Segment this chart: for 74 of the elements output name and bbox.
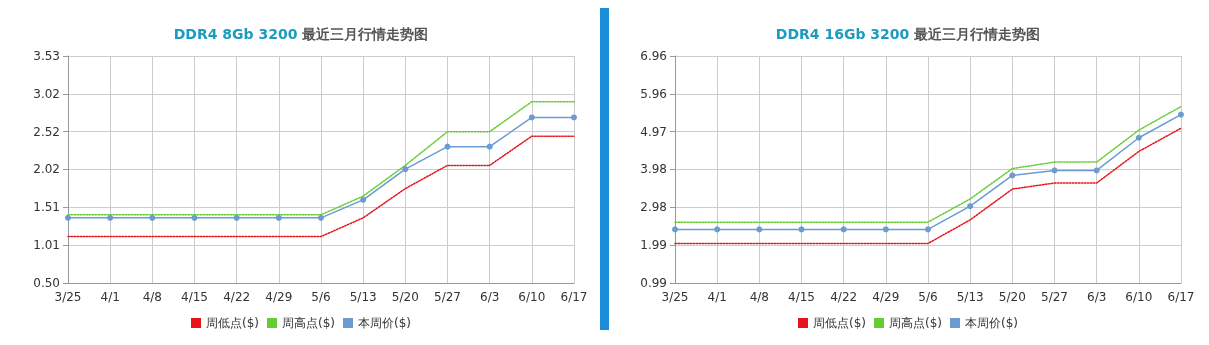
point (191, 214, 198, 221)
point (1009, 172, 1016, 179)
y-tick-label: 1.01 (33, 237, 60, 252)
x-tick-label: 6/10 (518, 290, 546, 304)
point (528, 114, 535, 121)
point (756, 226, 763, 233)
x-tick-label: 6/3 (480, 290, 500, 304)
x-tick-label: 5/6 (918, 290, 938, 304)
x-tick-label: 5/20 (391, 290, 419, 304)
x-tick-label: 4/22 (830, 290, 858, 304)
legend-label: 本周价($) (358, 316, 411, 330)
x-tick-label: 5/13 (349, 290, 377, 304)
y-tick-label: 2.52 (33, 124, 60, 139)
y-tick-label: 2.02 (33, 162, 60, 177)
point (882, 226, 889, 233)
y-tick-label: 3.53 (33, 49, 60, 63)
point (486, 143, 493, 150)
point (318, 214, 324, 221)
point (1051, 167, 1058, 174)
legend-label: 本周价($) (964, 316, 1018, 330)
x-tick-label: 6/17 (560, 290, 588, 304)
x-tick-label: 5/27 (1040, 290, 1068, 304)
y-tick-label: 0.50 (33, 276, 60, 290)
x-tick-label: 4/1 (707, 290, 727, 304)
point (107, 214, 114, 221)
line-series (67, 135, 575, 238)
y-tick-label: 0.99 (640, 276, 667, 290)
point (402, 166, 409, 173)
x-tick-label: 4/15 (787, 290, 815, 304)
y-tick-label: 6.96 (640, 49, 667, 63)
point (714, 226, 721, 233)
y-tick-label: 1.51 (33, 200, 60, 215)
x-tick-label: 5/13 (956, 290, 984, 304)
x-tick-label: 4/8 (142, 290, 162, 304)
x-tick-label: 4/8 (749, 290, 769, 304)
point (233, 214, 240, 221)
point (1135, 134, 1142, 141)
x-tick-label: 6/3 (1086, 290, 1107, 304)
x-tick-label: 3/25 (661, 290, 689, 304)
legend-label: 周高点($) (888, 316, 942, 330)
legend-label: 周低点($) (812, 316, 866, 330)
x-tick-label: 3/25 (54, 290, 82, 304)
point (840, 226, 847, 233)
chart-title: DDR4 16Gb 3200 最近三月行情走势图 (775, 26, 1041, 42)
point (149, 214, 156, 221)
y-tick-label: 3.98 (640, 162, 667, 177)
legend-label: 周高点($) (282, 316, 335, 330)
x-tick-label: 4/29 (872, 290, 900, 304)
y-tick-label: 4.97 (640, 124, 667, 139)
x-tick-label: 6/17 (1167, 290, 1195, 304)
point (924, 226, 931, 233)
y-tick-label: 2.98 (640, 200, 667, 215)
x-tick-label: 5/20 (998, 290, 1026, 304)
x-tick-label: 5/6 (311, 290, 331, 304)
x-tick-label: 4/22 (223, 290, 251, 304)
line-series (674, 127, 1182, 245)
x-tick-label: 5/27 (434, 290, 461, 304)
point (360, 196, 367, 203)
y-tick-label: 1.99 (640, 237, 667, 252)
point (967, 203, 974, 210)
point (671, 226, 678, 233)
point (1093, 167, 1100, 174)
point (275, 214, 282, 221)
point (65, 214, 71, 221)
x-tick-label: 4/29 (265, 290, 293, 304)
legend-label: 周低点($) (206, 316, 259, 330)
y-tick-label: 5.96 (640, 87, 667, 102)
chart-title: DDR4 8Gb 3200 最近三月行情走势图 (173, 26, 429, 42)
point (1177, 111, 1184, 118)
x-tick-label: 6/10 (1125, 290, 1153, 304)
x-tick-label: 4/15 (181, 290, 208, 304)
point (571, 114, 577, 121)
y-tick-label: 3.02 (33, 87, 60, 102)
x-tick-label: 4/1 (100, 290, 120, 304)
